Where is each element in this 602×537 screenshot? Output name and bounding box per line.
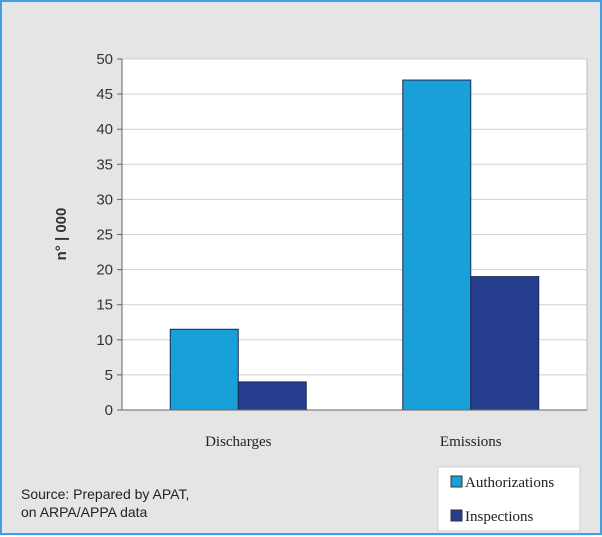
bar-authorizations-emissions xyxy=(402,79,472,411)
y-tick-label: 50 xyxy=(96,51,113,68)
y-tick-label: 25 xyxy=(96,227,113,244)
x-category-label: Emissions xyxy=(440,434,502,450)
legend-label-inspections: Inspections xyxy=(465,509,533,525)
y-tick-label: 35 xyxy=(96,156,113,173)
y-tick-label: 15 xyxy=(96,297,113,314)
y-tick-label: 10 xyxy=(96,332,113,349)
source-line-1: Source: Prepared by APAT, xyxy=(21,486,190,502)
y-axis-label: n° | 000 xyxy=(53,208,70,261)
x-category-label: Discharges xyxy=(205,434,272,450)
x-category-labels: Discharges Emissions xyxy=(205,434,502,450)
y-tick-label: 0 xyxy=(105,402,113,419)
y-tick-label: 20 xyxy=(96,262,113,279)
y-tick-label: 40 xyxy=(96,121,113,138)
y-tick-label: 30 xyxy=(96,191,113,208)
bar-inspections-discharges xyxy=(237,381,307,411)
legend: Authorizations Inspections xyxy=(437,466,581,532)
source-line-2: on ARPA/APPA data xyxy=(21,504,148,520)
source-note: Source: Prepared by APAT, on ARPA/APPA d… xyxy=(21,485,251,521)
legend-label-authorizations: Authorizations xyxy=(465,475,554,491)
y-tick-label: 5 xyxy=(105,367,113,384)
bar-inspections-emissions xyxy=(470,276,540,411)
bar-authorizations-discharges xyxy=(169,328,239,411)
legend-swatch-authorizations xyxy=(450,475,463,488)
legend-swatch-inspections xyxy=(450,509,463,522)
y-tick-label: 45 xyxy=(96,86,113,103)
y-tick-labels: 0 5 10 15 20 25 30 35 40 45 50 xyxy=(96,51,122,419)
